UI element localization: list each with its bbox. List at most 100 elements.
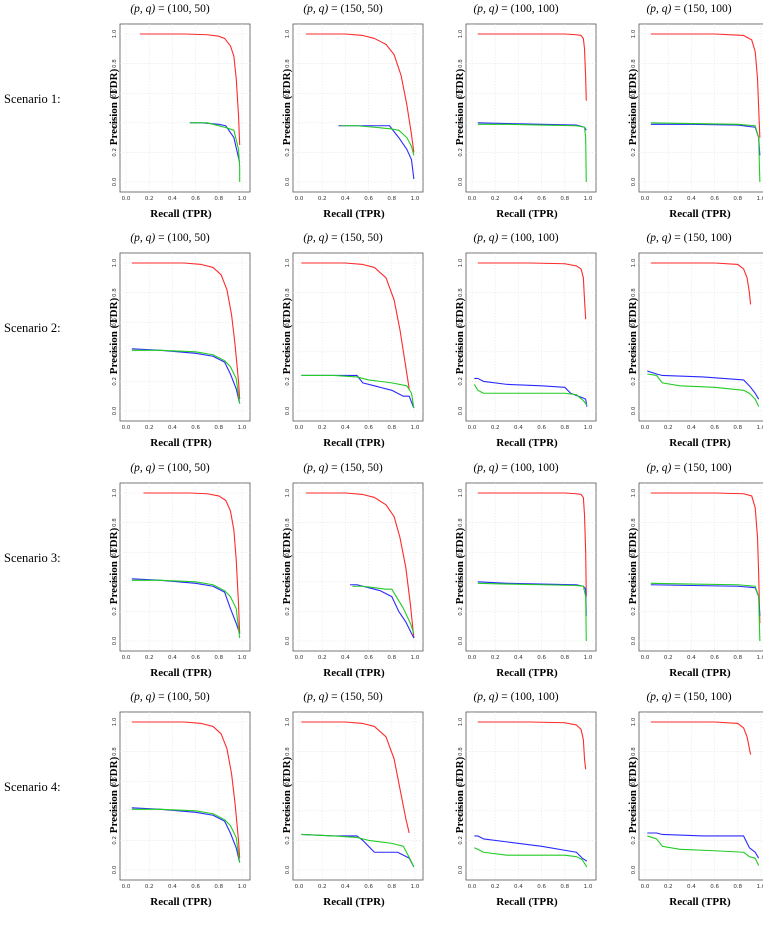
blue-series-line: [474, 835, 588, 862]
plot-area: 0.0 0.2 0.4 0.6 0.8 1.0 0.0 0.2 0.4 0.6 0.8 1.0: [631, 252, 763, 431]
y-tick-label: 0.8: [285, 747, 291, 756]
blue-series-line: [474, 377, 588, 407]
x-tick-label: 1.0: [411, 655, 420, 661]
y-tick-label: 0.0: [458, 177, 464, 186]
y-tick-label: 0.0: [285, 865, 291, 874]
x-tick-label: 0.8: [387, 425, 396, 431]
y-tick-label: 0.2: [112, 836, 118, 845]
y-tick-label: 0.6: [112, 317, 118, 326]
x-tick-label: 0.0: [122, 884, 131, 890]
scenario-label: Scenario 3:: [4, 551, 61, 565]
panel-title: (p, q) = (100, 100): [432, 462, 600, 474]
y-tick-label: 1.0: [112, 29, 118, 38]
y-tick-label: 0.0: [112, 636, 118, 645]
plot-area: 0.0 0.2 0.4 0.6 0.8 1.0 0.0 0.2 0.4 0.6 0.8 1.0: [458, 252, 597, 431]
y-tick-label: 0.2: [631, 836, 637, 845]
y-tick-label: 0.2: [631, 148, 637, 157]
pq-equals: =: [498, 691, 511, 703]
x-tick-label: 0.8: [560, 425, 569, 431]
x-tick-label: 0.0: [641, 655, 650, 661]
green-series-line: [477, 123, 587, 183]
y-tick-label: 0.0: [458, 865, 464, 874]
plot-frame: [119, 23, 251, 193]
pq-symbol: (p, q): [130, 462, 156, 474]
y-tick-label: 0.4: [285, 347, 291, 356]
pq-value: (150, 50): [340, 3, 383, 15]
red-series-line: [477, 492, 587, 597]
x-tick-label: 0.8: [560, 196, 569, 202]
x-tick-label: 0.0: [295, 884, 304, 890]
x-tick-label: 0.6: [537, 425, 546, 431]
panel-title: (p, q) = (150, 100): [605, 232, 763, 244]
pr-panel: (p, q) = (150, 100) Precision (TDR) Recall…: [605, 0, 763, 228]
x-tick-label: 0.8: [214, 884, 223, 890]
panel-title: (p, q) = (100, 50): [86, 691, 254, 703]
y-tick-label: 0.6: [458, 547, 464, 556]
x-tick-label: 0.4: [514, 425, 523, 431]
plot-frame: [465, 482, 597, 652]
x-axis-label: Recall (TPR): [323, 896, 385, 908]
plot-frame: [119, 252, 251, 422]
x-tick-label: 0.4: [168, 425, 177, 431]
pq-equals: =: [328, 232, 341, 244]
pr-panel: (p, q) = (150, 100) Precision (TDR) Recall…: [605, 688, 763, 916]
x-tick-label: 0.4: [514, 196, 523, 202]
y-tick-label: 1.0: [631, 488, 637, 497]
pq-symbol: (p, q): [646, 232, 672, 244]
x-tick-label: 0.4: [687, 655, 696, 661]
x-tick-label: 0.6: [191, 196, 200, 202]
red-series-line: [650, 721, 752, 755]
y-tick-label: 0.8: [458, 288, 464, 297]
x-tick-label: 0.6: [710, 196, 719, 202]
y-tick-label: 1.0: [112, 258, 118, 267]
green-series-line: [650, 122, 761, 183]
green-series-line: [301, 374, 415, 409]
pq-equals: =: [498, 3, 511, 15]
x-axis-label: Recall (TPR): [496, 208, 558, 220]
pq-value: (150, 50): [340, 691, 383, 703]
x-tick-label: 1.0: [584, 655, 593, 661]
y-tick-label: 0.8: [285, 518, 291, 527]
y-tick-label: 0.2: [631, 377, 637, 386]
y-tick-label: 0.2: [285, 836, 291, 845]
y-tick-label: 0.2: [285, 377, 291, 386]
green-series-line: [131, 349, 241, 404]
green-series-line: [131, 579, 241, 639]
x-tick-label: 1.0: [238, 425, 247, 431]
pq-value: (100, 50): [167, 3, 210, 15]
x-tick-label: 0.0: [641, 884, 650, 890]
x-axis-label: Recall (TPR): [669, 667, 731, 679]
pq-equals: =: [671, 691, 684, 703]
x-tick-label: 0.2: [491, 425, 500, 431]
x-tick-label: 0.8: [733, 425, 742, 431]
y-tick-label: 0.2: [285, 607, 291, 616]
y-tick-label: 1.0: [285, 488, 291, 497]
y-tick-label: 0.6: [631, 776, 637, 785]
pr-panel: (p, q) = (150, 100) Precision (TDR) Recall…: [605, 229, 763, 457]
pq-value: (100, 100): [510, 691, 559, 703]
pq-equals: =: [155, 462, 168, 474]
x-axis-label: Recall (TPR): [496, 437, 558, 449]
x-tick-label: 0.2: [145, 425, 154, 431]
x-tick-label: 1.0: [238, 884, 247, 890]
pr-panel: (p, q) = (150, 100) Precision (TDR) Recall…: [605, 459, 763, 687]
x-tick-label: 0.0: [295, 196, 304, 202]
pq-equals: =: [328, 3, 341, 15]
y-tick-label: 0.8: [458, 518, 464, 527]
y-tick-label: 1.0: [458, 29, 464, 38]
x-tick-label: 0.0: [468, 425, 477, 431]
x-tick-label: 0.4: [341, 425, 350, 431]
x-tick-label: 1.0: [584, 884, 593, 890]
pq-value: (100, 100): [510, 462, 559, 474]
pq-value: (100, 100): [510, 232, 559, 244]
panel-title: (p, q) = (150, 50): [259, 691, 427, 703]
y-tick-label: 0.4: [631, 118, 637, 127]
panel-title: (p, q) = (150, 50): [259, 462, 427, 474]
plot-frame: [465, 23, 597, 193]
green-series-line: [301, 833, 415, 868]
pq-symbol: (p, q): [303, 691, 329, 703]
x-tick-label: 1.0: [757, 196, 763, 202]
panel-title: (p, q) = (150, 50): [259, 232, 427, 244]
green-series-line: [189, 122, 241, 182]
x-tick-label: 1.0: [411, 884, 420, 890]
